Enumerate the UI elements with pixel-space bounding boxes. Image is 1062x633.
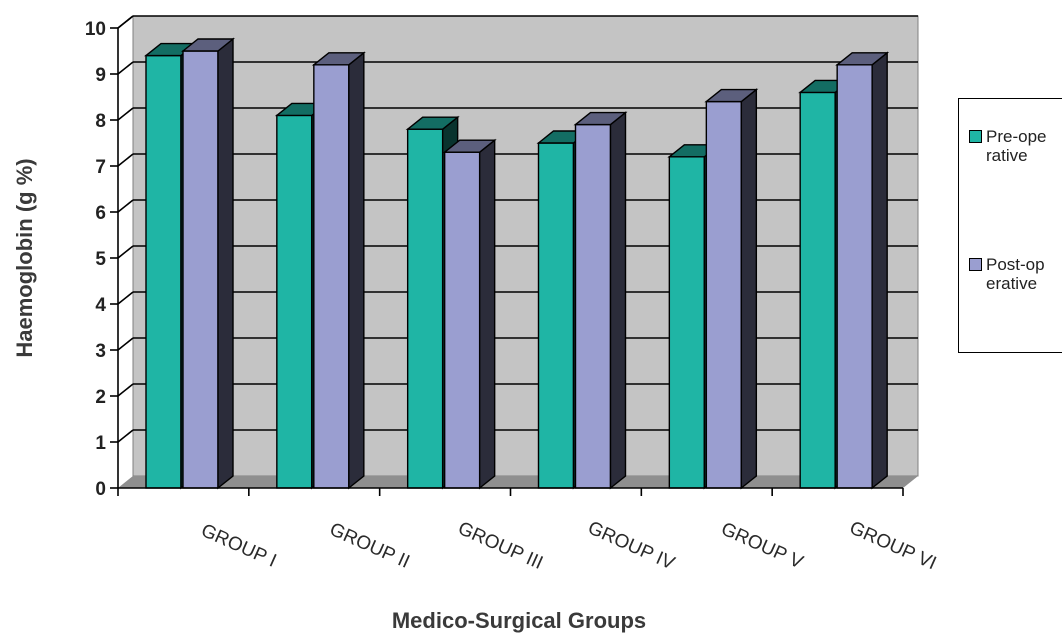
legend-label-pre: Pre-operative [986,127,1047,165]
bar-front [276,114,313,489]
bar-top [311,52,366,66]
y-tick-label: 10 [85,19,106,40]
y-tick-label: 3 [95,341,106,362]
bar-top [704,88,759,103]
bar-front [668,156,706,489]
bar-front [705,100,743,489]
gridline-side [117,383,134,397]
bar-top [835,52,890,66]
gridline-side [117,153,134,167]
x-axis-title: Medico-Surgical Groups [392,608,646,633]
axis-corner [117,15,134,29]
legend: Pre-operative Post-operative [958,98,1062,353]
bar-top [573,111,628,126]
bar-front [443,151,481,489]
bar-side [609,111,627,490]
bar-front [799,91,836,489]
legend-item-pre: Pre-operative [969,127,1062,165]
bar-front [406,128,444,489]
gridline-side [117,429,134,443]
plot-floor [118,476,918,488]
x-tick-label: GROUP IV [585,518,678,575]
y-tick-label: 9 [95,65,106,86]
y-tick-label: 8 [95,111,106,132]
bar-side [871,51,888,490]
bar-front [182,50,219,489]
y-tick-label: 2 [95,387,106,408]
gridline-side [117,107,134,121]
y-tick-label: 6 [95,203,106,224]
chart-plot-area [118,15,919,488]
bar-front [313,64,350,489]
bars [144,37,890,490]
bar-post-2 [311,51,366,490]
bar-top [405,116,460,130]
x-tick-label: GROUP I [198,520,280,572]
bar-post-6 [835,51,890,490]
y-tick-label: 0 [95,479,106,500]
gridline-side [117,337,134,351]
bar-post-3 [442,138,497,490]
bar-side [348,51,365,490]
bar-post-4 [573,111,628,490]
gridline-side [117,245,134,259]
legend-label-post: Post-operative [986,255,1045,293]
y-tick-label: 4 [95,295,106,316]
x-tick-label: GROUP VI [846,518,939,575]
bar-front [574,123,612,489]
bar-post-1 [181,37,235,490]
y-tick-label: 1 [95,433,106,454]
x-tick-label: GROUP V [718,519,807,574]
y-axis-title: Haemoglobin (g %) [12,158,37,357]
x-tick-label: GROUP III [455,518,546,574]
bar-top [442,139,497,153]
gridline-side [117,61,134,75]
y-tick-label: 7 [95,157,106,178]
y-tick-labels: 0 1 2 3 4 5 6 7 8 9 10 [85,19,107,500]
bar-side [740,88,758,490]
bar-front [836,64,873,489]
gridline-side [117,199,134,213]
bar-side [478,138,496,490]
bar-post-5 [704,88,759,490]
bar-front [145,54,182,489]
x-tick-labels: GROUP I GROUP II GROUP III GROUP IV GROUP V G… [198,518,939,575]
x-tick-label: GROUP II [326,519,412,573]
gridline-side [117,291,134,305]
legend-item-post: Post-operative [969,255,1062,293]
bar-side [217,37,234,490]
y-tick-label: 5 [95,249,106,270]
axes [110,15,904,496]
legend-swatch-pre [969,130,982,143]
legend-swatch-post [969,258,982,271]
bar-front [537,142,575,489]
gridlines [117,15,918,443]
bar-top [181,38,235,52]
